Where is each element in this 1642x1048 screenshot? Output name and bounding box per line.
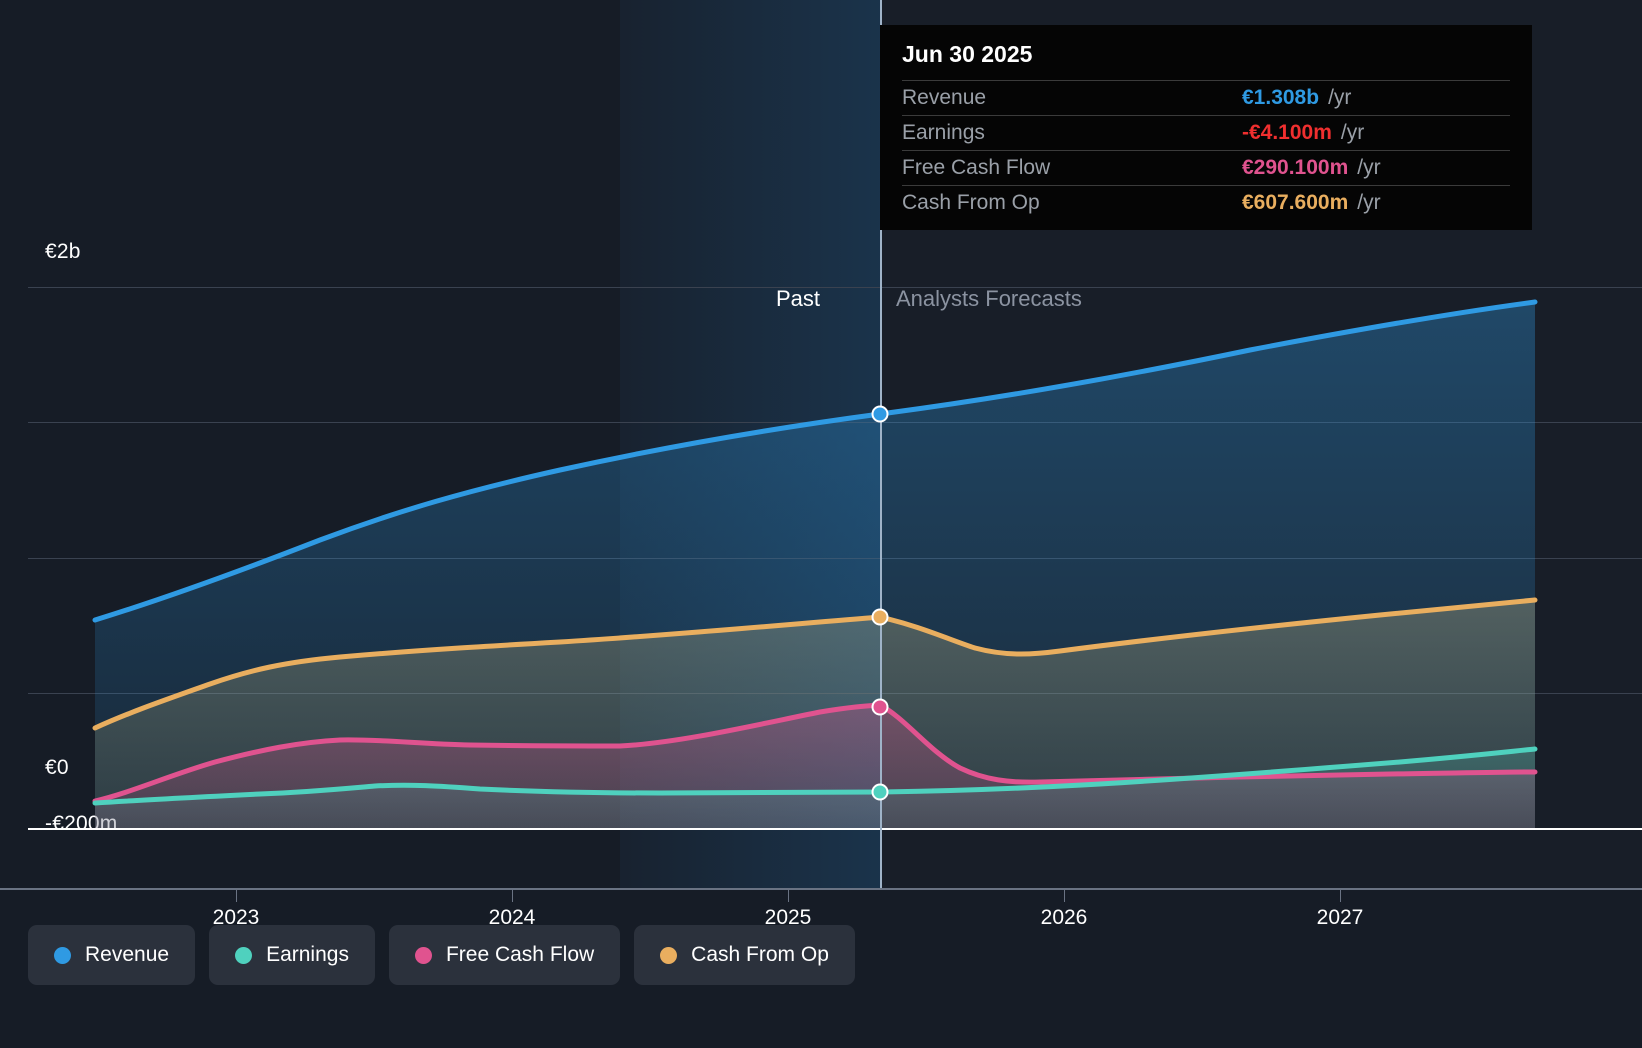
chart-legend: Revenue Earnings Free Cash Flow Cash Fro… xyxy=(28,925,855,985)
x-axis-baseline xyxy=(0,888,1642,890)
legend-item-earnings[interactable]: Earnings xyxy=(209,925,375,985)
zero-line xyxy=(28,828,1642,830)
y-axis-label-2b: €2b xyxy=(45,240,81,263)
tooltip-row-free-cash-flow: Free Cash Flow €290.100m /yr xyxy=(902,150,1510,185)
x-axis-label-2025: 2025 xyxy=(764,906,812,929)
tooltip-value-free-cash-flow: €290.100m xyxy=(1242,156,1349,179)
x-axis-label-2024: 2024 xyxy=(488,906,536,929)
x-tick-2026 xyxy=(1064,889,1065,902)
tooltip-unit-cash-from-op: /yr xyxy=(1357,191,1381,214)
tooltip-unit-earnings: /yr xyxy=(1340,121,1365,144)
legend-item-free-cash-flow[interactable]: Free Cash Flow xyxy=(388,925,621,985)
y-axis-label-0: €0 xyxy=(45,756,69,779)
legend-label-cash-from-op: Cash From Op xyxy=(691,943,829,966)
tooltip-unit-revenue: /yr xyxy=(1328,86,1352,109)
x-axis-label-2027: 2027 xyxy=(1316,906,1364,929)
tooltip-label-revenue: Revenue xyxy=(902,86,987,109)
tooltip-unit-free-cash-flow: /yr xyxy=(1357,156,1381,179)
x-axis-label-2023: 2023 xyxy=(212,906,260,929)
legend-item-revenue[interactable]: Revenue xyxy=(28,925,196,985)
x-tick-2025 xyxy=(788,889,789,902)
legend-item-cash-from-op[interactable]: Cash From Op xyxy=(634,925,855,985)
cash-from-op-color-dot-icon xyxy=(660,946,678,964)
plot-area: €2b €0 -€200m xyxy=(0,0,1642,929)
tooltip-label-cash-from-op: Cash From Op xyxy=(902,191,1040,214)
x-tick-2024 xyxy=(512,889,513,902)
earnings-color-dot-icon xyxy=(235,946,253,964)
data-tooltip: Jun 30 2025 Revenue €1.308b /yr Earnings… xyxy=(880,25,1532,230)
x-tick-2027 xyxy=(1340,889,1341,902)
tooltip-value-revenue: €1.308b xyxy=(1242,86,1320,109)
free-cash-flow-marker[interactable] xyxy=(871,698,889,716)
tooltip-label-earnings: Earnings xyxy=(902,121,985,144)
past-label: Past xyxy=(775,286,820,311)
x-tick-2023 xyxy=(236,889,237,902)
revenue-marker[interactable] xyxy=(871,405,889,423)
legend-label-revenue: Revenue xyxy=(85,943,170,966)
tooltip-label-free-cash-flow: Free Cash Flow xyxy=(902,156,1051,179)
x-axis-label-2026: 2026 xyxy=(1040,906,1088,929)
tooltip-date: Jun 30 2025 xyxy=(902,41,1033,67)
analysts-forecasts-label: Analysts Forecasts xyxy=(896,286,1082,311)
revenue-line xyxy=(92,299,1538,623)
tooltip-row-cash-from-op: Cash From Op €607.600m /yr xyxy=(902,185,1510,220)
tooltip-row-earnings: Earnings -€4.100m /yr xyxy=(902,115,1510,150)
earnings-line xyxy=(92,746,1538,806)
revenue-color-dot-icon xyxy=(54,946,71,964)
earnings-area xyxy=(95,749,1535,828)
gridline-2b xyxy=(28,287,1642,288)
series-canvas xyxy=(92,299,1538,828)
cash-from-op-marker[interactable] xyxy=(871,608,889,626)
tooltip-value-cash-from-op: €607.600m xyxy=(1242,191,1349,214)
tooltip-value-earnings: -€4.100m xyxy=(1242,121,1332,144)
tooltip-row-revenue: Revenue €1.308b /yr xyxy=(902,80,1510,115)
legend-label-free-cash-flow: Free Cash Flow xyxy=(445,943,595,966)
earnings-marker[interactable] xyxy=(871,783,889,801)
legend-label-earnings: Earnings xyxy=(266,943,349,966)
forecast-divider xyxy=(880,0,882,890)
free-cash-flow-color-dot-icon xyxy=(414,946,432,964)
cash-from-op-line xyxy=(92,597,1538,731)
